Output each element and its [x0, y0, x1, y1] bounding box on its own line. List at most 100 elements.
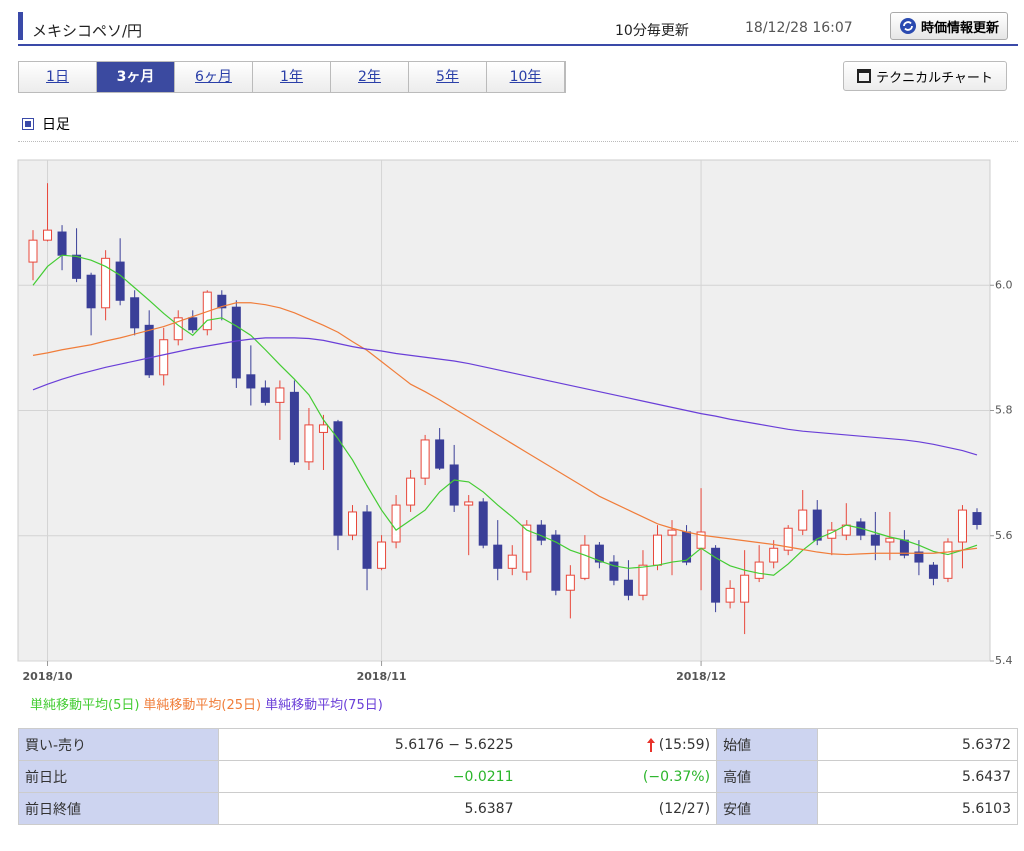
- cell-text: −0.0211: [452, 768, 514, 785]
- update-interval: 10分毎更新: [615, 23, 689, 39]
- candle-body: [217, 294, 227, 309]
- refresh-button[interactable]: 時価情報更新: [889, 12, 1008, 40]
- period-tab[interactable]: 3ヶ月: [97, 62, 175, 92]
- cell-text: 前日比: [25, 769, 67, 786]
- candle-body: [464, 501, 474, 506]
- y-tick-label: 5.6: [995, 529, 1013, 542]
- candle-body: [101, 257, 111, 309]
- candle-body: [507, 554, 517, 569]
- refresh-icon: [899, 18, 916, 34]
- table-row: 前日終値 5.6387 (12/27) 安値 5.6103: [18, 792, 1018, 825]
- candle-body: [536, 524, 546, 541]
- candle-body: [565, 574, 575, 591]
- candle-body: [812, 509, 822, 541]
- candle-body: [289, 391, 299, 463]
- chart: 5.4 5.6 5.8 6.0 2018/10 2018/11 2018/12: [17, 159, 1013, 683]
- title: メキシコペソ/円: [32, 22, 143, 40]
- section-icon: [22, 118, 34, 130]
- table-cell: 5.6176 − 5.6225: [217, 728, 520, 761]
- legend-entry: 単純移動平均(5日): [30, 698, 140, 713]
- y-tick-label: 5.8: [995, 404, 1013, 417]
- candle-body: [885, 537, 895, 543]
- candle-body: [333, 421, 343, 536]
- x-tick-label: 2018/11: [357, 670, 407, 683]
- legend: 単純移動平均(5日) 単純移動平均(25日) 単純移動平均(75日): [30, 694, 383, 713]
- x-tick-label: 2018/10: [23, 670, 73, 683]
- window-icon: [857, 69, 872, 83]
- cell-text: 5.6372: [962, 736, 1011, 753]
- period-tabs: 1日 3ヶ月 6ヶ月 1年 2年 5年 10年: [18, 61, 566, 93]
- candle-body: [420, 439, 430, 479]
- candle-body: [870, 534, 880, 546]
- technical-label: テクニカルチャート: [876, 70, 993, 86]
- candle-body: [740, 574, 750, 603]
- moving-average-line: [32, 254, 978, 576]
- candle-body: [754, 561, 764, 579]
- candle-body: [377, 541, 387, 569]
- period-tab[interactable]: 10年: [487, 62, 565, 92]
- table-cell: 前日終値: [18, 792, 219, 825]
- cell-text: 安値: [723, 801, 752, 818]
- cell-text: (−0.37%): [642, 768, 711, 785]
- table-cell: 5.6103: [817, 792, 1018, 825]
- candle-body: [493, 544, 503, 569]
- x-tick-label: 2018/12: [676, 670, 726, 683]
- table-cell: (12/27): [519, 792, 718, 825]
- y-tick-label: 5.4: [995, 654, 1013, 667]
- candle-body: [725, 587, 735, 603]
- table-cell: 高値: [716, 760, 819, 793]
- candle-body: [231, 306, 241, 379]
- header-bar: [18, 12, 23, 40]
- candle-body: [449, 464, 459, 506]
- period-tab[interactable]: 5年: [409, 62, 487, 92]
- up-arrow: [646, 737, 655, 752]
- cell-text: (12/27): [658, 800, 711, 817]
- candle-body: [638, 564, 648, 596]
- candle-body: [435, 439, 445, 469]
- technical-chart-button[interactable]: テクニカルチャート: [843, 61, 1007, 91]
- table-cell: 5.6387: [217, 792, 520, 825]
- candle-body: [188, 317, 198, 331]
- legend-entry: 単純移動平均(75日): [265, 698, 383, 713]
- legend-entry: 単純移動平均(25日): [143, 698, 262, 713]
- cell-text: (15:59): [658, 736, 711, 753]
- period-tab[interactable]: 2年: [331, 62, 409, 92]
- table-row: 前日比 −0.0211 (−0.37%) 高値 5.6437: [18, 760, 1018, 793]
- candle-body: [159, 339, 169, 376]
- candle-body: [914, 551, 924, 563]
- table-cell: 5.6372: [817, 728, 1018, 761]
- candle-body: [318, 424, 328, 433]
- cell-text: 買い-売り: [25, 737, 87, 754]
- candle-body: [957, 509, 967, 543]
- divider: [18, 141, 1018, 142]
- candle-body: [43, 229, 53, 241]
- cell-text: 前日終値: [25, 801, 81, 818]
- candle-body: [609, 561, 619, 581]
- candle-body: [144, 324, 154, 376]
- candle-body: [391, 504, 401, 543]
- period-tab[interactable]: 6ヶ月: [175, 62, 253, 92]
- table-cell: (−0.37%): [519, 760, 718, 793]
- candle-body: [28, 239, 38, 263]
- refresh-label: 時価情報更新: [920, 20, 999, 36]
- candle-body: [406, 477, 416, 506]
- table-cell: 安値: [716, 792, 819, 825]
- quote-table: 買い-売り 5.6176 − 5.6225 (15:59) 始値 5.6372 前日比 −0…: [18, 728, 1018, 825]
- moving-average-line: [32, 302, 978, 556]
- period-tab[interactable]: 1日: [19, 62, 97, 92]
- candle-body: [478, 501, 488, 546]
- cell-text: 5.6387: [464, 800, 514, 817]
- period-tab[interactable]: 1年: [253, 62, 331, 92]
- candle-body: [115, 261, 125, 301]
- candle-body: [928, 564, 938, 579]
- table-row: 買い-売り 5.6176 − 5.6225 (15:59) 始値 5.6372: [18, 728, 1018, 761]
- candle-body: [86, 274, 96, 309]
- table-cell: 前日比: [18, 760, 219, 793]
- candle-body: [275, 387, 285, 403]
- cell-text: 5.6103: [962, 800, 1011, 817]
- cell-text: 始値: [723, 737, 752, 754]
- candle-body: [57, 231, 67, 256]
- candle-body: [943, 541, 953, 579]
- section-heading: 日足: [22, 114, 70, 134]
